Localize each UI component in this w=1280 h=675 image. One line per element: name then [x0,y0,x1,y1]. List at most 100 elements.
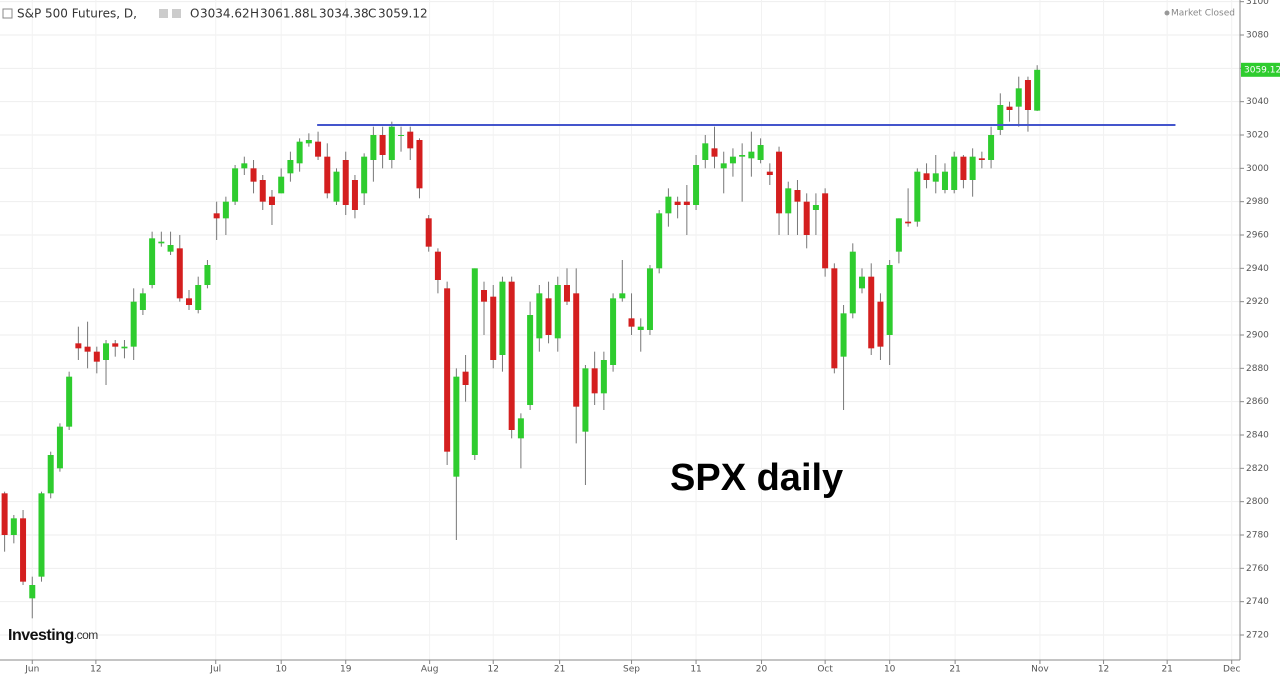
candle-body [287,160,294,174]
candle-body [176,248,183,299]
candle-body [628,318,635,327]
candle-body [803,201,810,235]
candle-body [481,290,488,302]
x-tick-label: 12 [488,665,499,675]
candle-body [66,376,73,427]
y-tick-label: 2780 [1246,531,1269,541]
candle-body [93,351,100,362]
candle-body [75,343,82,349]
x-tick-label: 12 [90,665,101,675]
icon[interactable] [159,9,168,18]
last-price-box [1241,62,1280,77]
candle-body [978,158,985,160]
candle-body [434,251,441,280]
candle-body [370,135,377,160]
candle-body [278,176,285,194]
candle-body [10,518,17,535]
candle-body [720,163,727,169]
icon[interactable] [172,9,181,18]
ohlc-label: H [250,7,259,21]
x-tick-label: Aug [421,665,439,675]
candle-body [969,156,976,180]
y-tick-label: 2880 [1246,364,1269,374]
x-tick-label: 10 [275,665,287,675]
candle-body [333,171,340,202]
candle-body [610,298,617,365]
candle-body [997,105,1004,130]
candle-body [812,205,819,210]
candle-body [222,201,229,219]
candle-body [204,265,211,285]
y-tick-label: 3040 [1246,97,1269,107]
candle-body [840,313,847,357]
y-tick-label: 3020 [1246,131,1269,141]
candle-body [388,126,395,160]
candle-body [895,218,902,252]
ohlc-value: 3059.12 [378,7,428,21]
candle-body [849,251,856,314]
collapse-icon[interactable] [2,8,13,19]
candle-body [563,285,570,302]
ohlc-value: 3061.88 [260,7,310,21]
candle-body [1,493,8,535]
candle-body [195,285,202,310]
brand-suffix: .com [74,628,99,642]
ohlc-label: O [190,7,199,21]
y-tick-label: 2720 [1246,631,1269,641]
candle-body [305,140,312,144]
y-tick-label: 2980 [1246,197,1269,207]
y-tick-label: 2800 [1246,497,1269,507]
candle-body [499,281,506,355]
candle-body [185,298,192,305]
annotation: SPX daily [670,457,843,499]
y-tick-label: 2820 [1246,464,1269,474]
candle-body [121,346,128,349]
candle-body [941,171,948,190]
candle-body [646,268,653,330]
candle-body [112,343,119,347]
candle-body [600,360,607,394]
candle-body [739,155,746,157]
candle-body [729,156,736,164]
candle-body [914,171,921,222]
brand: Investing.com [8,627,98,644]
ohlc-value: 3034.38 [319,7,369,21]
candle-body [859,276,866,289]
y-tick-label: 2960 [1246,231,1269,241]
candle-body [38,493,45,577]
candle-body [29,585,36,599]
x-tick-label: Nov [1031,665,1049,675]
candle-body [665,196,672,214]
ohlc-label: C [368,7,376,21]
x-tick-label: 12 [1098,665,1109,675]
candle-body [536,293,543,339]
y-tick-label: 3100 [1246,0,1269,7]
candle-body [296,141,303,164]
candle-body [1006,106,1013,110]
candle-body [315,141,322,157]
x-tick-label: 21 [949,665,960,675]
candle-body [748,151,755,159]
candle-body [517,418,524,439]
candle-body [951,156,958,190]
candle-body [20,518,27,582]
y-tick-label: 3000 [1246,164,1269,174]
market-status: Market Closed [1171,9,1235,19]
candle-body [656,213,663,269]
candle-body [766,171,773,175]
candle-body [259,180,266,202]
candle-body [693,165,700,205]
x-tick-label: 10 [884,665,896,675]
brand-name: Investing [8,627,74,644]
y-tick-label: 2760 [1246,564,1269,574]
candle-body [545,298,552,335]
x-tick-label: 21 [1161,665,1172,675]
candle-body [757,145,764,160]
candle-body [241,163,248,169]
candle-body [988,135,995,160]
candle-body [886,265,893,335]
candles: 3059.12 [1,62,1280,619]
symbol: S&P 500 Futures, D, [17,7,137,21]
x-tick-label: Jul [209,665,221,675]
